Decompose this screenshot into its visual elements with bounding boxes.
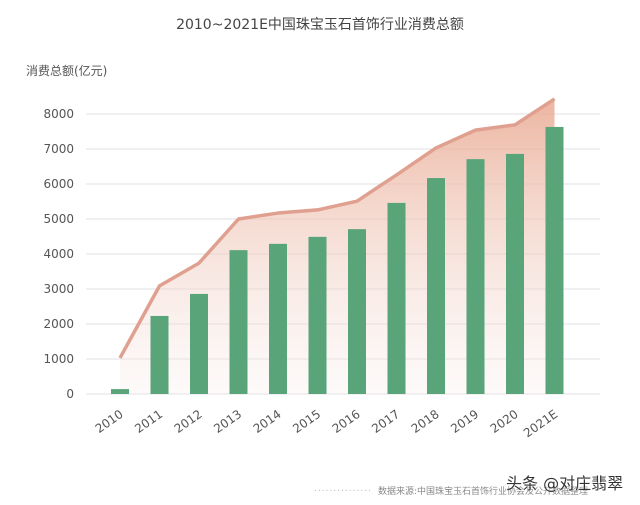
x-tick-label: 2014: [251, 407, 284, 436]
bar-2016: [348, 229, 366, 394]
x-tick-label: 2018: [409, 407, 442, 436]
bar-2014: [269, 243, 287, 394]
x-tick-label: 2010: [93, 407, 126, 436]
area-line: [118, 97, 556, 359]
footer-dots: ...............: [314, 484, 372, 494]
bar-2018: [427, 178, 445, 394]
y-tick-label: 0: [66, 387, 74, 401]
y-tick-label: 2000: [43, 317, 74, 331]
y-tick-label: 5000: [43, 212, 74, 226]
watermark: 头条 @对庄翡翠: [506, 474, 624, 493]
y-tick-label: 8000: [43, 107, 74, 121]
x-tick-label: 2013: [211, 407, 244, 436]
bar-2015: [308, 236, 327, 394]
bar-2017: [387, 202, 406, 394]
x-tick-label: 2020: [488, 407, 521, 436]
area-fill: [120, 98, 555, 394]
y-tick-label: 1000: [43, 352, 74, 366]
x-tick-label: 2017: [369, 407, 402, 436]
x-tick-label: 2016: [330, 407, 363, 436]
bar-2011: [150, 315, 169, 394]
y-axis-label: 消费总额(亿元): [26, 64, 108, 78]
bar-2020: [506, 153, 524, 394]
bar-2019: [466, 159, 485, 394]
y-tick-label: 6000: [43, 177, 74, 191]
x-tick-label: 2011: [132, 407, 165, 436]
chart-title: 2010~2021E中国珠宝玉石首饰行业消费总额: [176, 17, 464, 33]
x-tick-label: 2015: [290, 407, 323, 436]
bar-2021E: [545, 126, 564, 394]
x-tick-label: 2019: [448, 407, 481, 436]
x-tick-label: 2012: [172, 407, 205, 436]
source-note: 数据来源:中国珠宝玉石首饰行业协会及公开数据整理: [378, 487, 589, 497]
bar-2010: [111, 389, 129, 394]
y-tick-label: 4000: [43, 247, 74, 261]
y-tick-label: 3000: [43, 282, 74, 296]
y-tick-label: 7000: [43, 142, 74, 156]
bar-2013: [229, 250, 248, 394]
bar-2012: [190, 293, 208, 394]
x-tick-label: 2021E: [521, 407, 560, 440]
